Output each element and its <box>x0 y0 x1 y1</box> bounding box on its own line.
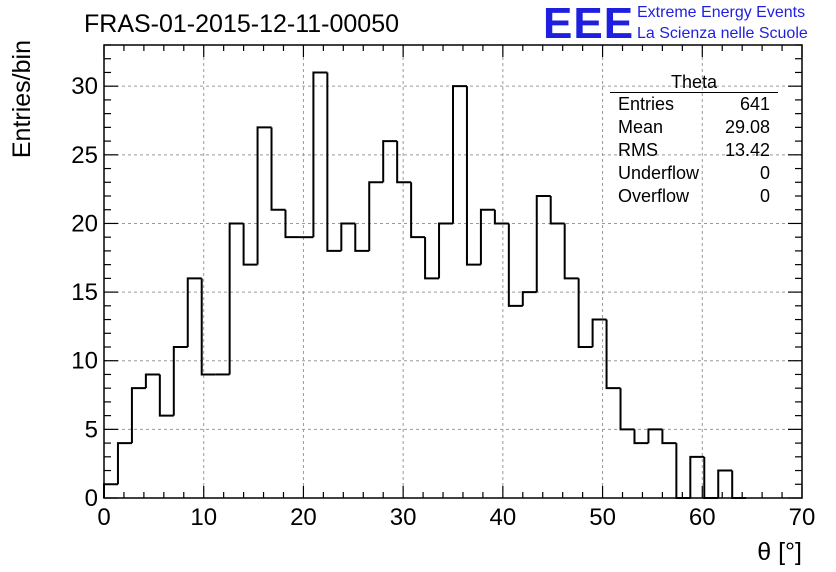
histogram-bin <box>270 127 286 211</box>
stats-label: Overflow <box>618 186 690 206</box>
histogram-bin <box>410 182 426 239</box>
histogram-bin <box>103 483 118 498</box>
stats-value: 641 <box>739 94 770 114</box>
histogram-bin <box>228 222 244 375</box>
histogram-bin <box>256 126 272 265</box>
y-tick-label: 10 <box>71 348 98 375</box>
x-tick-label: 10 <box>190 504 217 531</box>
histogram-bin <box>396 141 412 184</box>
histogram-bin <box>633 429 649 445</box>
eee-logo: EEE <box>543 0 635 48</box>
tick-labels: 0 10 20 30 40 50 60 70 0 5 10 15 20 25 30 <box>71 73 815 531</box>
histogram-bin <box>465 86 481 266</box>
stats-title: Theta <box>610 72 778 93</box>
stats-row-underflow: Underflow 0 <box>610 162 778 185</box>
stats-row-entries: Entries 641 <box>610 93 778 116</box>
y-axis-label: Entries/bin <box>8 40 36 158</box>
histogram-bin <box>675 443 691 499</box>
stats-row-overflow: Overflow 0 <box>610 185 778 208</box>
histogram-bin <box>382 140 398 183</box>
histogram-bin <box>340 222 356 251</box>
stats-value: 0 <box>759 163 770 183</box>
histogram-bin <box>368 181 384 251</box>
histogram-bin <box>284 209 300 239</box>
plot-border <box>103 44 803 499</box>
histogram-bin <box>312 71 328 238</box>
histogram-bin <box>577 278 593 348</box>
stats-box: Theta Entries 641 Mean 29.08 RMS 13.42 U… <box>610 72 778 208</box>
x-tick-label: 30 <box>390 504 417 531</box>
histogram-bin <box>116 442 132 485</box>
x-tick-label: 20 <box>290 504 317 531</box>
histogram-bin <box>186 277 202 347</box>
histogram-bin <box>549 196 565 225</box>
axis-ticks <box>103 44 803 499</box>
stats-row-rms: RMS 13.42 <box>610 139 778 162</box>
y-tick-label: 30 <box>71 73 98 100</box>
y-tick-label: 15 <box>71 279 98 306</box>
brand-line-1: Extreme Energy Events <box>637 4 806 21</box>
histogram-bin <box>144 373 160 389</box>
histogram-bin <box>130 387 146 444</box>
histogram-bin <box>563 223 579 280</box>
stats-row-mean: Mean 29.08 <box>610 116 778 139</box>
y-tick-label: 0 <box>85 485 98 512</box>
stats-value: 13.42 <box>724 140 770 160</box>
x-axis-label: θ [°] <box>757 538 802 566</box>
histogram-bin <box>172 346 188 416</box>
histogram-bin <box>703 456 719 499</box>
stats-value: 29.08 <box>724 117 770 137</box>
chart-title: FRAS-01-2015-12-11-00050 <box>84 10 400 38</box>
stats-label: Mean <box>618 117 664 137</box>
y-tick-label: 20 <box>71 210 98 237</box>
histogram-bin <box>535 195 551 293</box>
histogram-bin <box>438 222 453 279</box>
histogram-bin <box>158 374 174 417</box>
x-tick-label: 0 <box>97 504 110 531</box>
y-tick-label: 25 <box>71 142 98 169</box>
x-tick-label: 40 <box>490 504 517 531</box>
histogram-bin <box>591 318 607 347</box>
histogram-bin <box>605 319 621 390</box>
histogram-bin <box>647 428 663 444</box>
histogram-bin <box>521 291 537 306</box>
histogram-bin <box>661 429 677 445</box>
stats-label: Underflow <box>618 163 700 183</box>
plot-frame <box>103 44 803 499</box>
stats-value: 0 <box>759 186 770 206</box>
histogram-bin <box>200 278 216 376</box>
histogram-bin <box>242 223 258 266</box>
x-tick-label: 70 <box>789 504 816 531</box>
histogram-bin <box>326 72 342 252</box>
histogram-bin <box>731 470 747 499</box>
x-tick-label: 50 <box>589 504 616 531</box>
brand-line-2: La Scienza nelle Scuole <box>637 25 808 42</box>
stats-label: Entries <box>618 94 675 114</box>
histogram-bin <box>452 85 467 224</box>
histogram-bin <box>354 223 370 252</box>
histogram-series <box>103 71 747 499</box>
histogram-bin <box>493 209 509 225</box>
histogram-bin <box>717 469 733 498</box>
histogram-bin <box>424 237 440 280</box>
x-tick-label: 60 <box>689 504 716 531</box>
stats-label: RMS <box>618 140 658 160</box>
histogram-bin <box>507 223 523 307</box>
histogram-bin <box>689 455 705 498</box>
histogram-bin <box>479 208 495 265</box>
y-tick-label: 5 <box>85 416 98 443</box>
histogram-bin <box>619 388 635 431</box>
